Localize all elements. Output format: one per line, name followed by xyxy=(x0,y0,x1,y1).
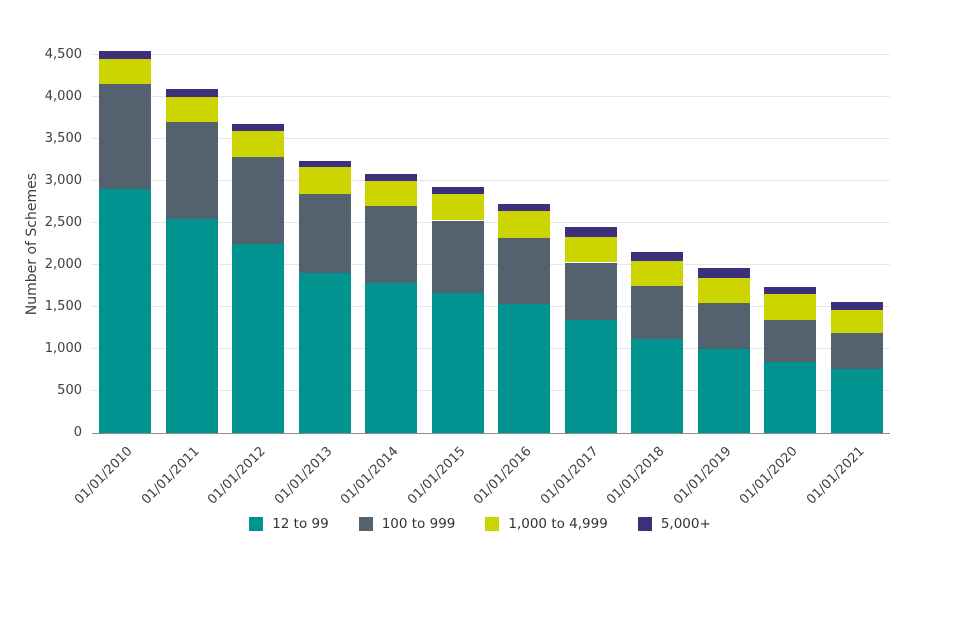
legend-label: 5,000+ xyxy=(660,516,711,532)
bar-segment xyxy=(232,130,285,158)
bar-segment xyxy=(431,193,484,221)
legend-label: 1,000 to 4,999 xyxy=(508,516,608,532)
y-tick-label: 2,500 xyxy=(44,215,82,230)
bar-segment xyxy=(365,283,418,433)
bar-segment xyxy=(697,267,750,278)
bar-group xyxy=(491,55,558,433)
bar-segment xyxy=(764,294,817,321)
legend-swatch xyxy=(358,517,373,531)
bar-segment xyxy=(498,211,551,239)
bar-segment xyxy=(298,166,351,194)
bar-segment xyxy=(564,227,617,238)
bar-segment xyxy=(564,262,617,321)
bar-segment xyxy=(298,160,351,167)
plot-area xyxy=(92,50,891,434)
bar-segment xyxy=(99,50,152,60)
legend-swatch xyxy=(637,517,652,531)
bar-segment xyxy=(697,277,750,303)
bar-segment xyxy=(830,310,883,334)
bar-segment xyxy=(165,122,218,219)
bar-segment xyxy=(232,123,285,131)
bar-segment xyxy=(165,218,218,433)
bar-segment xyxy=(764,320,817,362)
gridline xyxy=(92,54,890,55)
legend-item: 100 to 999 xyxy=(358,516,456,532)
y-tick-label: 4,000 xyxy=(44,89,82,104)
bar-segment xyxy=(830,333,883,370)
bar-group xyxy=(558,55,625,433)
bar-segment xyxy=(431,292,484,433)
bar-group xyxy=(691,55,758,433)
bar-group xyxy=(757,55,824,433)
y-tick-label: 1,500 xyxy=(44,299,82,314)
legend-swatch xyxy=(485,517,500,531)
bar-segment xyxy=(298,193,351,274)
bar-segment xyxy=(697,302,750,349)
legend-swatch xyxy=(249,517,264,531)
bar-group xyxy=(225,55,292,433)
bar-segment xyxy=(697,349,750,433)
bar-group xyxy=(425,55,492,433)
gridline xyxy=(92,264,890,265)
legend-item: 12 to 99 xyxy=(249,516,329,532)
bar-segment xyxy=(830,301,883,311)
gridline xyxy=(92,348,890,349)
gridline xyxy=(92,306,890,307)
gridline xyxy=(92,390,890,391)
y-tick-label: 1,000 xyxy=(44,341,82,356)
bar-segment xyxy=(498,238,551,305)
bar-group xyxy=(358,55,425,433)
bar-segment xyxy=(764,361,817,433)
bar-group xyxy=(92,50,159,433)
legend-item: 5,000+ xyxy=(637,516,711,532)
bar-segment xyxy=(99,59,152,85)
y-tick-label: 3,500 xyxy=(44,131,82,146)
legend-item: 1,000 to 4,999 xyxy=(485,516,608,532)
bar-segment xyxy=(631,251,684,261)
gridline xyxy=(92,180,890,181)
y-tick-label: 2,000 xyxy=(44,257,82,272)
gridline xyxy=(92,138,890,139)
bar-segment xyxy=(365,206,418,284)
bar-segment xyxy=(298,273,351,433)
bar-group xyxy=(824,55,891,433)
legend-label: 100 to 999 xyxy=(381,516,456,532)
bar-group xyxy=(159,55,226,433)
bar-segment xyxy=(431,220,484,293)
bar-segment xyxy=(498,304,551,433)
bar-segment xyxy=(564,237,617,263)
bar-segment xyxy=(830,369,883,433)
legend: 12 to 99 100 to 999 1,000 to 4,999 5,000+ xyxy=(0,516,960,532)
bar-segment xyxy=(564,320,617,433)
bar-group xyxy=(292,55,359,433)
y-tick-label: 500 xyxy=(57,383,82,398)
gridline xyxy=(92,222,890,223)
bar-segment xyxy=(165,97,218,123)
legend-label: 12 to 99 xyxy=(272,516,329,532)
bar-segment xyxy=(365,181,418,207)
bar-segment xyxy=(498,203,551,212)
y-tick-label: 4,500 xyxy=(44,47,82,62)
bar-segment xyxy=(631,260,684,286)
bar-segment xyxy=(232,244,285,433)
bar-segment xyxy=(764,286,817,295)
y-tick-label: 0 xyxy=(73,425,82,440)
bar-segment xyxy=(631,338,684,433)
bar-segment xyxy=(165,88,218,97)
bar-group xyxy=(624,55,691,433)
bar-segment xyxy=(631,286,684,339)
y-axis-tick-labels: 0 500 1,000 1,500 2,000 2,500 3,000 3,500 4,000 4… xyxy=(0,47,82,440)
bar-segment xyxy=(232,157,285,244)
bar-segment xyxy=(365,174,418,181)
bar-segment xyxy=(431,186,484,194)
gridline xyxy=(92,96,890,97)
y-tick-label: 3,000 xyxy=(44,173,82,188)
bar-segment xyxy=(99,189,152,433)
bar-segment xyxy=(99,84,152,190)
